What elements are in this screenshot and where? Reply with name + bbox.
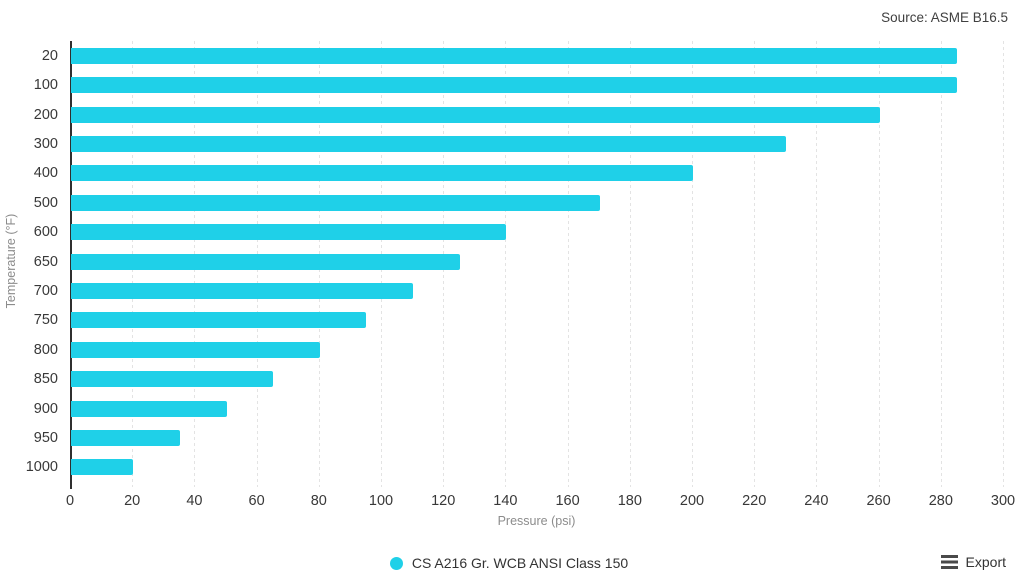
y-tick-label: 850	[33, 371, 58, 388]
gridline	[816, 41, 817, 487]
y-tick-label: 500	[33, 194, 58, 211]
x-tick-label: 120	[431, 493, 456, 509]
y-tick-label: 750	[33, 312, 58, 329]
x-tick-label: 200	[679, 493, 705, 509]
x-tick-label: 20	[124, 493, 141, 509]
x-tick-label: 140	[493, 493, 518, 509]
x-tick-label: 280	[928, 493, 953, 509]
gridline	[568, 41, 569, 487]
bar-400[interactable]	[71, 165, 693, 182]
bar-650[interactable]	[71, 253, 460, 270]
x-tick-label: 80	[310, 493, 327, 509]
x-tick-label: 0	[65, 493, 75, 509]
x-tick-label: 220	[742, 493, 767, 509]
bar-200[interactable]	[71, 106, 880, 123]
y-tick-label: 1000	[25, 459, 58, 476]
x-tick-label: 60	[248, 493, 265, 509]
x-tick-label: 160	[555, 493, 580, 509]
y-tick-label: 300	[33, 135, 58, 152]
bar-700[interactable]	[71, 282, 414, 299]
bar-100[interactable]	[71, 77, 958, 94]
bar-850[interactable]	[71, 371, 274, 388]
x-tick-label: 40	[186, 493, 203, 509]
x-tick-label: 260	[866, 493, 891, 509]
gridline	[1003, 41, 1004, 487]
legend-item[interactable]: CS A216 Gr. WCB ANSI Class 150	[0, 555, 1018, 571]
gridline	[941, 41, 942, 487]
x-tick-label: 180	[617, 493, 642, 509]
legend-label: CS A216 Gr. WCB ANSI Class 150	[411, 555, 629, 571]
x-tick-label: 100	[368, 493, 394, 509]
export-button[interactable]: Export	[939, 552, 1008, 572]
y-tick-label: 800	[33, 341, 58, 358]
bar-500[interactable]	[71, 194, 600, 211]
y-tick-label: 650	[33, 253, 58, 270]
gridline	[879, 41, 880, 487]
y-tick-label: 20	[41, 47, 58, 64]
bar-900[interactable]	[71, 400, 227, 417]
y-tick-label: 950	[33, 429, 58, 446]
y-tick-label: 400	[33, 165, 58, 182]
x-axis-title: Pressure (psi)	[497, 514, 576, 528]
bar-750[interactable]	[71, 312, 367, 329]
y-tick-label: 200	[33, 106, 58, 123]
plot-area	[70, 41, 1004, 489]
export-label: Export	[965, 554, 1006, 570]
bar-1000[interactable]	[71, 459, 134, 476]
gridline	[754, 41, 755, 487]
bar-20[interactable]	[71, 47, 958, 64]
bar-300[interactable]	[71, 135, 787, 152]
gridline	[630, 41, 631, 487]
y-tick-label: 900	[33, 400, 58, 417]
x-tick-label: 240	[804, 493, 829, 509]
x-tick-label: 300	[990, 493, 1016, 509]
source-note: Source: ASME B16.5	[881, 10, 1008, 25]
gridline	[692, 41, 693, 487]
y-tick-label: 700	[33, 282, 58, 299]
y-tick-label: 100	[33, 77, 58, 94]
menu-icon	[940, 555, 958, 569]
y-tick-label: 600	[33, 224, 58, 241]
legend-marker-icon	[389, 556, 403, 570]
bar-600[interactable]	[71, 224, 507, 241]
bar-800[interactable]	[71, 341, 320, 358]
bar-950[interactable]	[71, 429, 180, 446]
gridline	[505, 41, 506, 487]
